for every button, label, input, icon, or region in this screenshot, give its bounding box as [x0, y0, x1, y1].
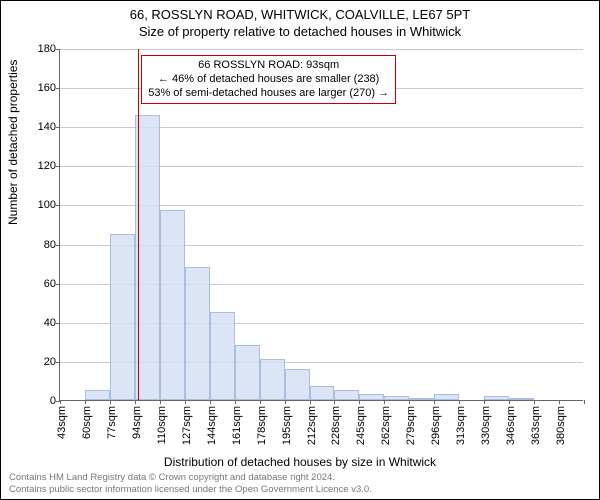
x-tick-mark	[509, 400, 510, 404]
x-tick-mark	[185, 400, 186, 404]
y-tick-mark	[56, 205, 60, 206]
histogram-bar	[434, 394, 459, 400]
x-tick-label: 279sqm	[405, 406, 417, 445]
x-tick-label: 110sqm	[156, 406, 168, 444]
y-tick-label: 100	[38, 199, 56, 211]
histogram-bar	[409, 398, 434, 400]
y-tick-mark	[56, 49, 60, 50]
title-line-1: 66, ROSSLYN ROAD, WHITWICK, COALVILLE, L…	[1, 7, 599, 22]
plot-inner: 02040608010012014016018043sqm60sqm77sqm9…	[59, 49, 583, 401]
histogram-bar	[285, 369, 310, 400]
annotation-box: 66 ROSSLYN ROAD: 93sqm← 46% of detached …	[141, 55, 396, 104]
x-tick-mark	[384, 400, 385, 404]
x-tick-mark	[285, 400, 286, 404]
histogram-bar	[235, 345, 260, 400]
annotation-line: ← 46% of detached houses are smaller (23…	[148, 73, 389, 87]
x-tick-mark	[210, 400, 211, 404]
y-tick-label: 120	[38, 160, 56, 172]
annotation-line: 53% of semi-detached houses are larger (…	[148, 87, 389, 101]
x-tick-label: 195sqm	[281, 406, 293, 445]
x-tick-label: 245sqm	[355, 406, 367, 445]
y-tick-mark	[56, 284, 60, 285]
x-tick-label: 77sqm	[106, 406, 118, 439]
histogram-bar	[310, 386, 335, 400]
y-tick-label: 40	[44, 317, 56, 329]
y-tick-label: 80	[44, 239, 56, 251]
footer: Contains HM Land Registry data © Crown c…	[9, 472, 591, 495]
x-tick-label: 313sqm	[455, 406, 467, 445]
x-tick-mark	[235, 400, 236, 404]
y-tick-label: 60	[44, 278, 56, 290]
x-tick-mark	[459, 400, 460, 404]
x-tick-label: 262sqm	[380, 406, 392, 445]
x-tick-mark	[160, 400, 161, 404]
x-tick-mark	[409, 400, 410, 404]
annotation-line: 66 ROSSLYN ROAD: 93sqm	[148, 59, 389, 73]
x-tick-label: 228sqm	[330, 406, 342, 445]
histogram-bar	[334, 390, 359, 400]
x-tick-label: 178sqm	[256, 406, 268, 445]
y-tick-label: 140	[38, 121, 56, 133]
x-tick-mark	[110, 400, 111, 404]
x-tick-mark	[559, 400, 560, 404]
histogram-bar	[85, 390, 110, 400]
y-tick-mark	[56, 166, 60, 167]
x-tick-mark	[334, 400, 335, 404]
x-tick-label: 330sqm	[480, 406, 492, 445]
x-tick-label: 346sqm	[505, 406, 517, 445]
x-tick-mark	[484, 400, 485, 404]
y-tick-mark	[56, 127, 60, 128]
marker-line	[138, 49, 139, 400]
y-tick-mark	[56, 88, 60, 89]
histogram-bar	[160, 210, 185, 400]
x-tick-mark	[359, 400, 360, 404]
x-tick-label: 144sqm	[206, 406, 218, 445]
histogram-bar	[359, 394, 384, 400]
histogram-bar	[484, 396, 509, 400]
chart-container: 66, ROSSLYN ROAD, WHITWICK, COALVILLE, L…	[0, 0, 600, 500]
x-tick-mark	[260, 400, 261, 404]
x-tick-label: 127sqm	[181, 406, 193, 445]
x-tick-label: 43sqm	[56, 406, 68, 439]
x-axis-label: Distribution of detached houses by size …	[1, 455, 599, 469]
x-tick-mark	[534, 400, 535, 404]
y-axis-label: Number of detached properties	[6, 60, 20, 225]
histogram-bar	[509, 398, 534, 400]
y-tick-mark	[56, 323, 60, 324]
x-tick-label: 212sqm	[306, 406, 318, 445]
x-tick-label: 363sqm	[530, 406, 542, 445]
x-tick-mark	[135, 400, 136, 404]
x-tick-mark	[310, 400, 311, 404]
y-tick-label: 20	[44, 356, 56, 368]
x-tick-mark	[434, 400, 435, 404]
x-tick-label: 94sqm	[131, 406, 143, 439]
x-tick-mark	[60, 400, 61, 404]
title-line-2: Size of property relative to detached ho…	[1, 24, 599, 39]
histogram-bar	[210, 312, 235, 400]
title-block: 66, ROSSLYN ROAD, WHITWICK, COALVILLE, L…	[1, 7, 599, 39]
x-tick-mark	[584, 400, 585, 404]
x-tick-label: 296sqm	[430, 406, 442, 445]
footer-line-2: Contains public sector information licen…	[9, 484, 591, 495]
histogram-bar	[260, 359, 285, 400]
x-tick-label: 380sqm	[555, 406, 567, 445]
histogram-bar	[135, 115, 160, 401]
y-tick-mark	[56, 245, 60, 246]
histogram-bar	[384, 396, 409, 400]
plot-area: 02040608010012014016018043sqm60sqm77sqm9…	[59, 49, 583, 401]
y-tick-label: 180	[38, 43, 56, 55]
y-tick-mark	[56, 362, 60, 363]
footer-line-1: Contains HM Land Registry data © Crown c…	[9, 472, 591, 483]
x-tick-mark	[85, 400, 86, 404]
histogram-bar	[110, 234, 135, 400]
x-tick-label: 60sqm	[81, 406, 93, 439]
histogram-bar	[185, 267, 210, 400]
x-tick-label: 161sqm	[231, 406, 243, 445]
y-tick-label: 160	[38, 82, 56, 94]
